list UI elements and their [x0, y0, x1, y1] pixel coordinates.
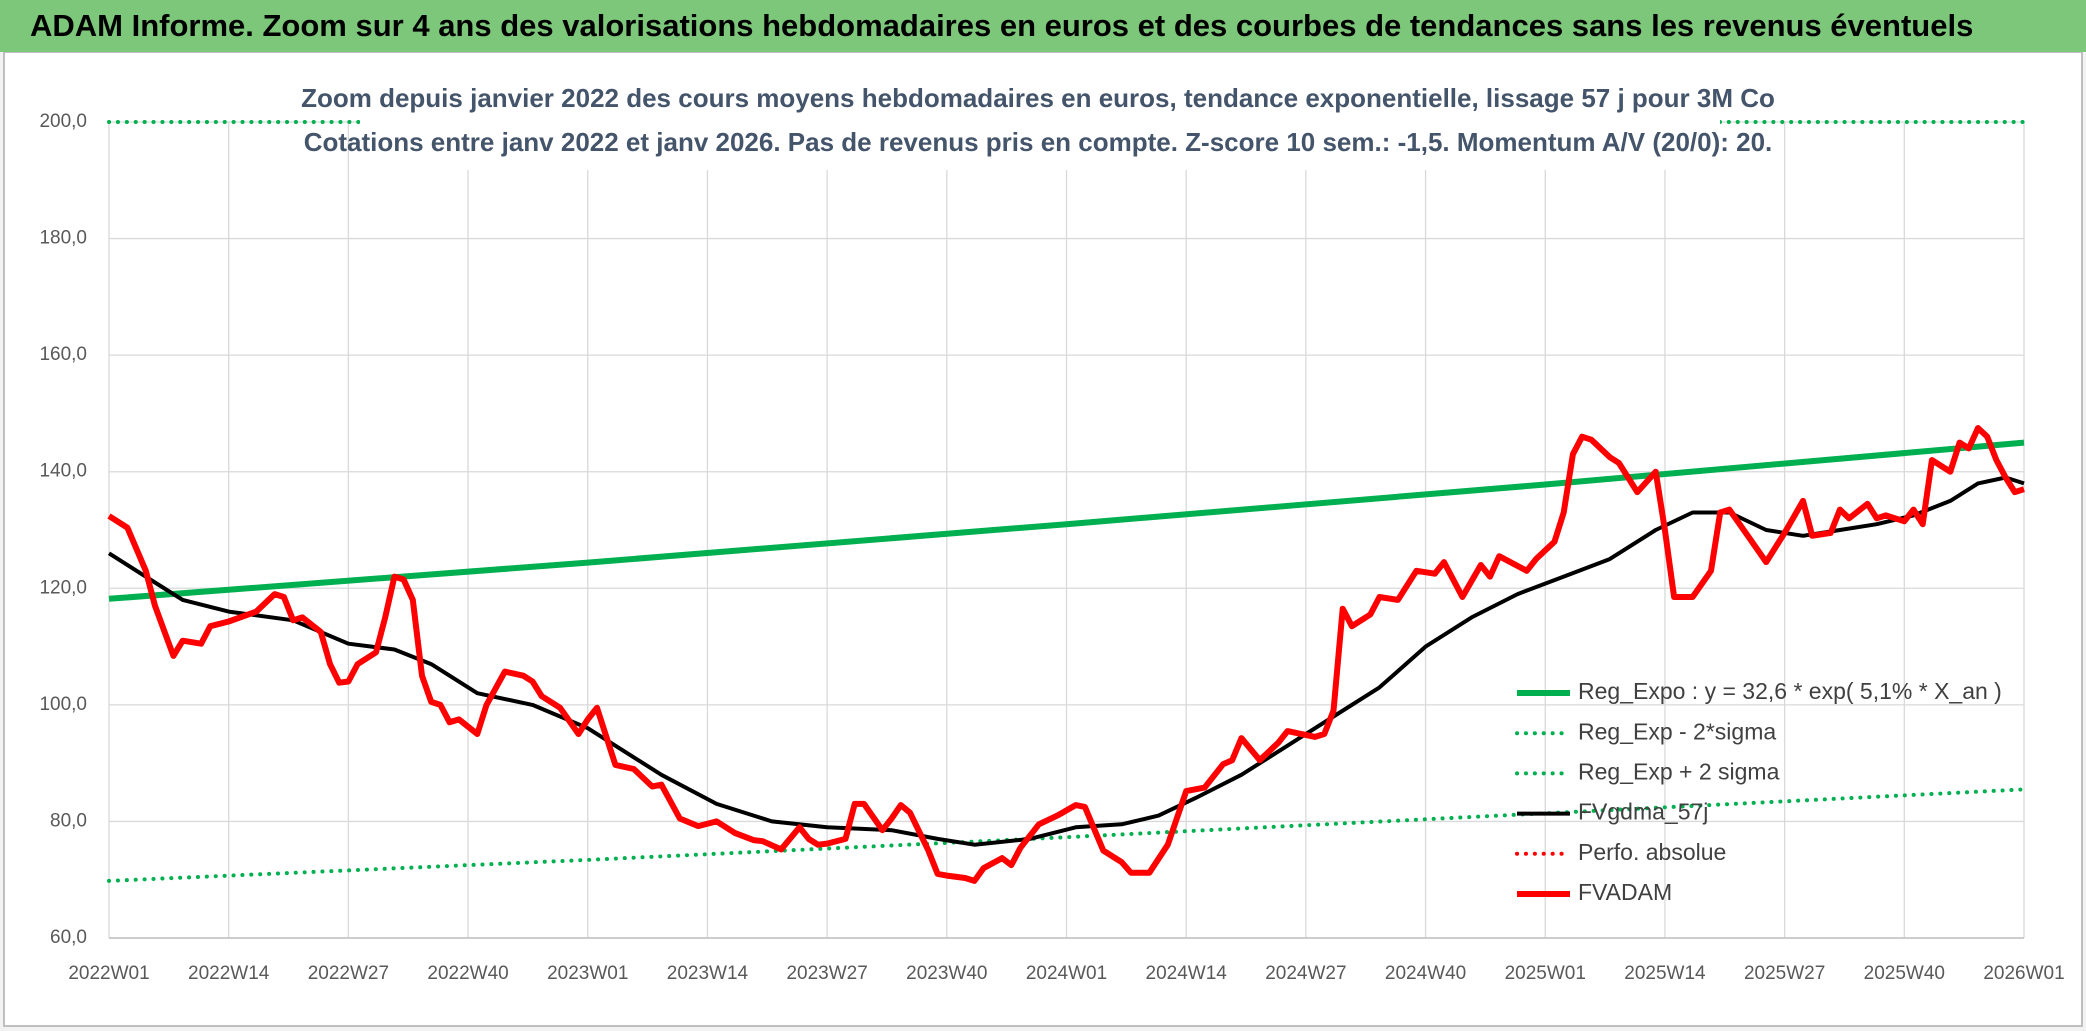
- x-tick-label: 2024W01: [1026, 963, 1107, 984]
- legend-label: Perfo. absolue: [1578, 839, 1726, 865]
- x-tick-label: 2024W40: [1385, 963, 1466, 984]
- legend-label: Reg_Exp + 2 sigma: [1578, 758, 1780, 784]
- y-tick-label: 180,0: [39, 228, 87, 249]
- series-line: [107, 787, 2026, 883]
- chart-title: ADAM Informe. Zoom sur 4 ans des valoris…: [30, 8, 1973, 43]
- y-tick-label: 100,0: [39, 694, 87, 715]
- y-tick-label: 140,0: [39, 461, 87, 482]
- subtitle-background: [360, 78, 1720, 170]
- x-tick-label: 2025W14: [1624, 963, 1706, 984]
- subtitle: Zoom depuis janvier 2022 des cours moyen…: [301, 78, 1775, 170]
- subtitle-line: Cotations entre janv 2022 et janv 2026. …: [304, 127, 1773, 157]
- y-tick-label: 120,0: [39, 577, 87, 598]
- y-tick-label: 200,0: [39, 111, 87, 132]
- x-tick-label: 2023W27: [786, 963, 867, 984]
- legend: Reg_Expo : y = 32,6 * exp( 5,1% * X_an )…: [1515, 678, 2002, 905]
- y-tick-label: 60,0: [50, 927, 87, 948]
- x-tick-label: 2025W27: [1744, 963, 1825, 984]
- legend-label: Reg_Expo : y = 32,6 * exp( 5,1% * X_an ): [1578, 678, 2002, 704]
- series-line: [107, 425, 2025, 884]
- x-tick-label: 2022W27: [308, 963, 389, 984]
- legend-label: FVADAM: [1578, 879, 1672, 905]
- series-line: [108, 439, 2025, 602]
- header-bar: [0, 0, 2086, 52]
- legend-label: Reg_Exp - 2*sigma: [1578, 718, 1776, 744]
- x-tick-label: 2022W14: [188, 963, 270, 984]
- x-tick-label: 2024W14: [1146, 963, 1228, 984]
- subtitle-line: Zoom depuis janvier 2022 des cours moyen…: [301, 83, 1775, 113]
- x-tick-label: 2023W01: [547, 963, 628, 984]
- x-tick-label: 2025W01: [1505, 963, 1586, 984]
- y-tick-label: 80,0: [50, 810, 87, 831]
- x-tick-label: 2025W40: [1864, 963, 1945, 984]
- x-tick-label: 2022W01: [68, 963, 149, 984]
- x-tick-label: 2023W14: [667, 963, 749, 984]
- x-tick-label: 2023W40: [906, 963, 987, 984]
- y-tick-label: 160,0: [39, 344, 87, 365]
- chart-area: [3, 51, 2083, 1027]
- x-tick-label: 2026W01: [1983, 963, 2064, 984]
- x-tick-label: 2022W40: [427, 963, 508, 984]
- x-tick-label: 2024W27: [1265, 963, 1346, 984]
- legend-label: FVgdma_57j: [1578, 799, 1708, 825]
- series-line: [107, 475, 2025, 847]
